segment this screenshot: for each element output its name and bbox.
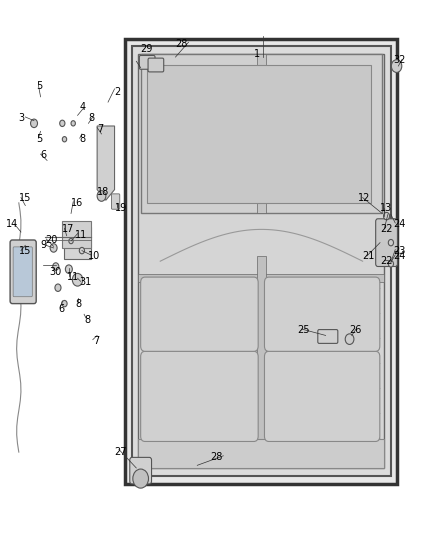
FancyBboxPatch shape — [376, 219, 397, 266]
Text: 23: 23 — [393, 246, 406, 256]
Bar — [64, 227, 91, 259]
Circle shape — [384, 213, 390, 220]
Circle shape — [60, 120, 65, 126]
Text: 29: 29 — [141, 44, 153, 54]
Text: 6: 6 — [58, 304, 64, 314]
Text: 22: 22 — [380, 224, 392, 235]
FancyBboxPatch shape — [265, 277, 380, 351]
Text: 19: 19 — [115, 203, 127, 213]
Text: 6: 6 — [41, 150, 47, 160]
Bar — [138, 274, 385, 282]
FancyBboxPatch shape — [139, 55, 155, 69]
Text: 5: 5 — [36, 81, 42, 91]
Text: 7: 7 — [93, 336, 99, 346]
Text: 10: 10 — [88, 251, 101, 261]
Text: 20: 20 — [45, 235, 57, 245]
Circle shape — [50, 244, 57, 252]
Text: 30: 30 — [49, 267, 61, 277]
Text: 32: 32 — [393, 55, 406, 64]
Bar — [138, 439, 385, 468]
Text: 31: 31 — [80, 277, 92, 287]
Circle shape — [391, 60, 402, 72]
Bar — [62, 221, 91, 248]
Circle shape — [133, 469, 148, 488]
Circle shape — [53, 263, 59, 270]
Bar — [132, 46, 391, 476]
Text: 28: 28 — [210, 453, 223, 463]
FancyBboxPatch shape — [141, 351, 258, 441]
FancyBboxPatch shape — [112, 194, 120, 209]
Circle shape — [72, 273, 83, 286]
Circle shape — [55, 284, 61, 292]
Circle shape — [31, 119, 38, 127]
FancyBboxPatch shape — [130, 457, 152, 484]
Circle shape — [389, 239, 393, 246]
FancyBboxPatch shape — [10, 240, 36, 304]
FancyBboxPatch shape — [148, 58, 164, 72]
Text: 8: 8 — [84, 314, 90, 325]
Text: 15: 15 — [19, 192, 31, 203]
FancyBboxPatch shape — [318, 329, 338, 343]
Bar — [138, 54, 385, 468]
Text: 21: 21 — [363, 251, 375, 261]
Text: 5: 5 — [36, 134, 42, 144]
Text: 27: 27 — [115, 447, 127, 457]
Circle shape — [62, 301, 67, 307]
Bar — [257, 256, 266, 468]
Text: 3: 3 — [19, 113, 25, 123]
Circle shape — [69, 238, 73, 244]
Text: 8: 8 — [88, 113, 95, 123]
Bar — [147, 65, 371, 203]
Text: 11: 11 — [67, 272, 79, 282]
Text: 16: 16 — [71, 198, 83, 208]
PathPatch shape — [97, 126, 115, 200]
Circle shape — [79, 247, 85, 254]
Text: 1: 1 — [254, 50, 260, 59]
Text: 22: 22 — [380, 256, 392, 266]
Text: 25: 25 — [297, 325, 310, 335]
Bar — [141, 54, 382, 214]
FancyBboxPatch shape — [13, 247, 32, 297]
Text: 18: 18 — [97, 187, 110, 197]
Text: 4: 4 — [80, 102, 86, 112]
Text: 11: 11 — [75, 230, 88, 240]
Circle shape — [389, 261, 393, 267]
Text: 24: 24 — [393, 219, 406, 229]
Text: 9: 9 — [41, 240, 47, 251]
Text: 12: 12 — [358, 192, 371, 203]
Text: 7: 7 — [97, 124, 103, 134]
FancyBboxPatch shape — [141, 277, 258, 351]
Text: 28: 28 — [176, 39, 188, 49]
Circle shape — [345, 334, 354, 344]
Circle shape — [65, 265, 72, 273]
Text: 13: 13 — [380, 203, 392, 213]
Text: 17: 17 — [62, 224, 75, 235]
Bar — [125, 38, 397, 484]
Text: 2: 2 — [115, 86, 121, 96]
Text: 8: 8 — [80, 134, 86, 144]
Circle shape — [97, 191, 106, 201]
Text: 15: 15 — [19, 246, 31, 256]
Text: 26: 26 — [350, 325, 362, 335]
FancyBboxPatch shape — [265, 351, 380, 441]
Circle shape — [62, 136, 67, 142]
Text: 8: 8 — [75, 298, 81, 309]
Text: 14: 14 — [6, 219, 18, 229]
Circle shape — [71, 120, 75, 126]
Text: 24: 24 — [393, 251, 406, 261]
Bar — [257, 54, 266, 214]
